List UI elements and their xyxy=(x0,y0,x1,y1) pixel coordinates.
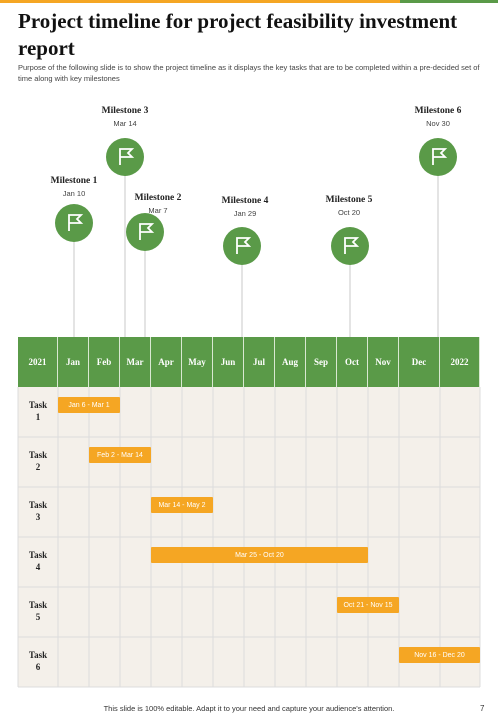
subtitle: Purpose of the following slide is to sho… xyxy=(18,63,480,83)
column-header: 2022 xyxy=(440,337,480,387)
flag-icon xyxy=(139,223,155,240)
milestone-date: Mar 14 xyxy=(113,119,137,128)
task-label: Task 6 xyxy=(28,650,48,672)
milestone-name: Milestone 1 xyxy=(50,176,98,186)
flag-icon xyxy=(236,237,252,254)
column-header: Jul xyxy=(244,337,275,387)
column-header: Jan xyxy=(58,337,89,387)
task-bar: Jan 6 - Mar 1 xyxy=(58,397,120,413)
milestone-date: Jan 29 xyxy=(233,209,257,218)
title: Project timeline for project feasibility… xyxy=(18,9,458,60)
footer-note: This slide is 100% editable. Adapt it to… xyxy=(103,704,395,713)
milestone-name: Milestone 2 xyxy=(134,193,182,203)
milestone-date: Mar 7 xyxy=(148,206,168,215)
column-header: Dec xyxy=(399,337,440,387)
page-number: 7 xyxy=(480,704,485,713)
milestone-name: Milestone 3 xyxy=(101,106,149,116)
column-header: Sep xyxy=(306,337,337,387)
flag-icon xyxy=(344,237,360,254)
column-header: Nov xyxy=(368,337,399,387)
milestone-name: Milestone 6 xyxy=(414,106,462,116)
task-bar: Mar 25 - Oct 20 xyxy=(151,547,368,563)
flag-icon xyxy=(119,148,135,165)
milestone-name: Milestone 5 xyxy=(325,195,373,205)
task-label: Task 5 xyxy=(28,600,48,622)
task-bar: Nov 16 - Dec 20 xyxy=(399,647,480,663)
task-label: Task 3 xyxy=(28,500,48,522)
milestone-date: Oct 20 xyxy=(337,208,361,217)
column-header: Mar xyxy=(120,337,151,387)
column-header: Oct xyxy=(337,337,368,387)
task-bar: Oct 21 - Nov 15 xyxy=(337,597,399,613)
column-header: May xyxy=(182,337,213,387)
flag-icon xyxy=(68,214,84,231)
task-bar: Mar 14 - May 2 xyxy=(151,497,213,513)
milestone-name: Milestone 4 xyxy=(221,196,269,206)
task-label: Task 2 xyxy=(28,450,48,472)
column-header: Aug xyxy=(275,337,306,387)
column-header: Jun xyxy=(213,337,244,387)
flag-icon xyxy=(432,148,448,165)
task-label: Task 4 xyxy=(28,550,48,572)
column-header: Feb xyxy=(89,337,120,387)
task-label: Task 1 xyxy=(28,400,48,422)
milestone-date: Nov 30 xyxy=(426,119,450,128)
milestone-date: Jan 10 xyxy=(62,189,86,198)
task-bar: Feb 2 - Mar 14 xyxy=(89,447,151,463)
column-header: 2021 xyxy=(18,337,58,387)
column-header: Apr xyxy=(151,337,182,387)
